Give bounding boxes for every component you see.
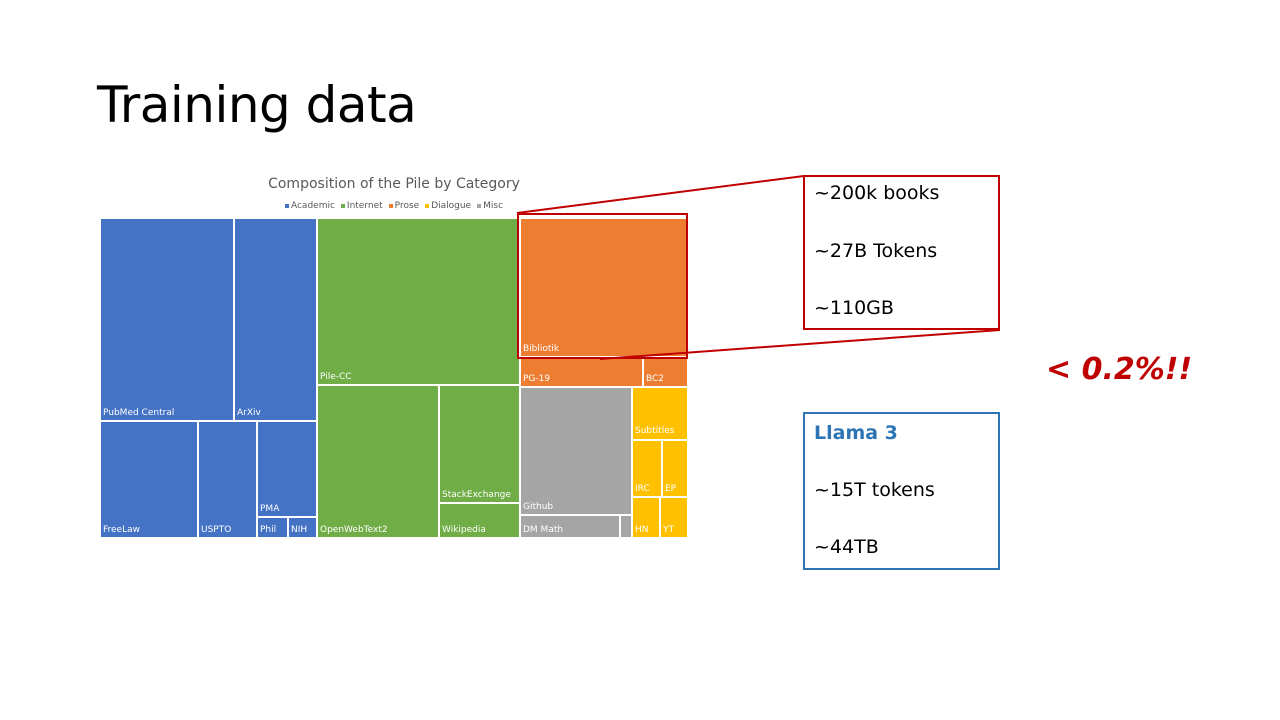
legend-item-dialogue: Dialogue xyxy=(425,201,471,211)
books-info-box: ~200k books ~27B Tokens ~110GB xyxy=(803,175,1000,330)
treemap-cell-label: Pile-CC xyxy=(320,372,352,382)
treemap-cell-label: DM Math xyxy=(523,525,564,535)
treemap-cell-label: EP xyxy=(665,484,677,494)
treemap-cell-label: PMA xyxy=(260,504,280,514)
books-size: ~110GB xyxy=(814,297,894,319)
treemap-cell-stackexchange: StackExchange xyxy=(439,385,520,503)
treemap-cell-pg-19: PG-19 xyxy=(520,357,643,387)
treemap-cell-label: USPTO xyxy=(201,525,232,535)
treemap-cell-openwebtext2: OpenWebText2 xyxy=(317,385,439,538)
treemap-cell-label: Github xyxy=(523,502,554,512)
legend-marker xyxy=(477,204,482,208)
treemap-cell-label: Bibliotik xyxy=(523,344,560,354)
treemap-cell-label: Phil xyxy=(260,525,277,535)
llama-title: Llama 3 xyxy=(814,422,898,444)
treemap-cell-label: FreeLaw xyxy=(103,525,140,535)
treemap-cell-label: NIH xyxy=(291,525,308,535)
treemap-cell-yt: YT xyxy=(660,497,688,538)
chart-legend: Academic Internet Prose Dialogue Misc xyxy=(100,201,688,211)
treemap-cell-github: Github xyxy=(520,387,632,515)
treemap-cell-phil: Phil xyxy=(257,517,288,538)
treemap-cell-label: PG-19 xyxy=(523,374,551,384)
legend-marker xyxy=(388,204,393,208)
books-count: ~200k books xyxy=(814,182,940,204)
legend-item-internet: Internet xyxy=(340,201,383,211)
slide-title: Training data xyxy=(97,76,417,134)
treemap-cell-hn: HN xyxy=(632,497,660,538)
treemap-cell-pile-cc: Pile-CC xyxy=(317,218,520,385)
treemap-cell-freelaw: FreeLaw xyxy=(100,421,198,538)
treemap-cell-irc: IRC xyxy=(632,440,662,497)
treemap-cell-misc-small xyxy=(620,515,632,538)
legend-label: Internet xyxy=(346,201,383,211)
legend-marker xyxy=(284,204,289,208)
treemap-cell-label: IRC xyxy=(635,484,650,494)
percent-note: < 0.2%!! xyxy=(1046,352,1193,387)
legend-marker xyxy=(425,204,430,208)
treemap-cell-label: HN xyxy=(635,525,649,535)
treemap-cell-bc2: BC2 xyxy=(643,357,688,387)
treemap-cell-label: Subtitles xyxy=(635,426,675,436)
bibliotik-highlight-box xyxy=(517,213,688,359)
treemap-cell-pma: PMA xyxy=(257,421,317,517)
treemap-cell-label: OpenWebText2 xyxy=(320,525,388,535)
treemap-cell-pubmed-central: PubMed Central xyxy=(100,218,234,421)
llama-tokens: ~15T tokens xyxy=(814,479,935,501)
treemap-cell-uspto: USPTO xyxy=(198,421,257,538)
treemap-cell-label: BC2 xyxy=(646,374,665,384)
legend-item-prose: Prose xyxy=(388,201,420,211)
llama-size: ~44TB xyxy=(814,536,879,558)
legend-label: Misc xyxy=(483,201,504,211)
treemap-cell-label: PubMed Central xyxy=(103,408,175,418)
legend-label: Dialogue xyxy=(431,201,472,211)
llama-info-box: Llama 3 ~15T tokens ~44TB xyxy=(803,412,1000,570)
books-tokens: ~27B Tokens xyxy=(814,240,938,262)
treemap-cell-ep: EP xyxy=(662,440,688,497)
legend-label: Prose xyxy=(394,201,420,211)
treemap-cell-nih: NIH xyxy=(288,517,317,538)
legend-item-academic: Academic xyxy=(284,201,335,211)
legend-marker xyxy=(340,204,345,208)
treemap-cell-label: Wikipedia xyxy=(442,525,486,535)
legend-item-misc: Misc xyxy=(477,201,503,211)
treemap-cell-label: StackExchange xyxy=(442,490,511,500)
treemap-cell-label: ArXiv xyxy=(237,408,261,418)
treemap-cell-wikipedia: Wikipedia xyxy=(439,503,520,538)
treemap-cell-arxiv: ArXiv xyxy=(234,218,317,421)
chart-title: Composition of the Pile by Category xyxy=(268,176,520,192)
treemap-cell-label: YT xyxy=(663,525,674,535)
treemap-cell-subtitles: Subtitles xyxy=(632,387,688,440)
treemap-cell-dm-math: DM Math xyxy=(520,515,620,538)
legend-label: Academic xyxy=(290,201,335,211)
